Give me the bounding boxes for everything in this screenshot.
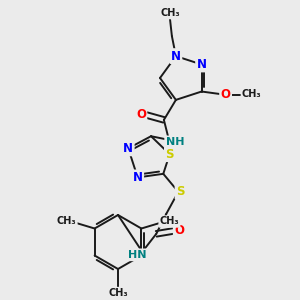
- Text: CH₃: CH₃: [160, 217, 179, 226]
- Text: O: O: [174, 224, 184, 237]
- Text: CH₃: CH₃: [57, 217, 76, 226]
- Text: S: S: [176, 185, 184, 198]
- Text: N: N: [133, 171, 143, 184]
- Text: O: O: [136, 108, 146, 122]
- Text: CH₃: CH₃: [242, 88, 261, 98]
- Text: HN: HN: [128, 250, 146, 260]
- Text: CH₃: CH₃: [160, 8, 180, 18]
- Text: S: S: [165, 148, 174, 161]
- Text: CH₃: CH₃: [108, 288, 128, 298]
- Text: NH: NH: [166, 137, 184, 147]
- Text: O: O: [220, 88, 231, 101]
- Text: N: N: [171, 50, 181, 63]
- Text: N: N: [123, 142, 133, 155]
- Text: N: N: [196, 58, 207, 71]
